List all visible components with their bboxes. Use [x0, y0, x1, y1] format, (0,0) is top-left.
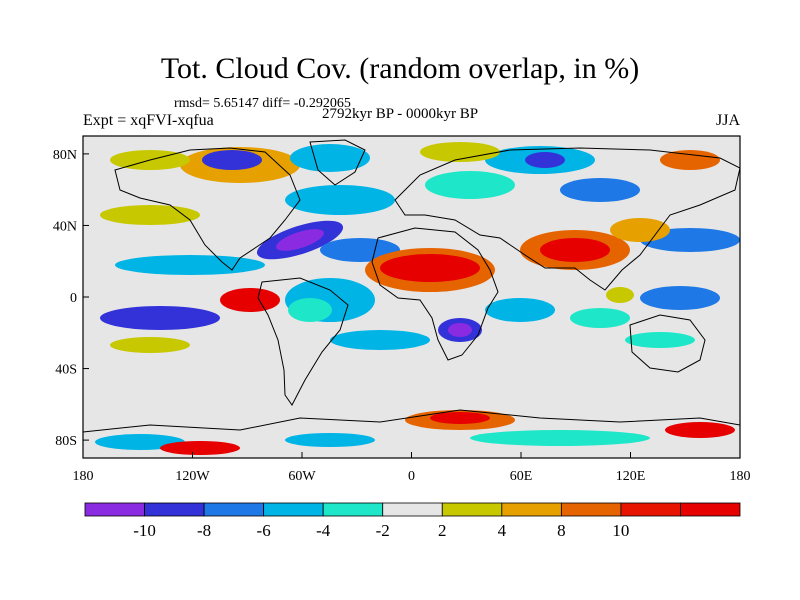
x-axis: 180 120W 60W 0 60E 120E 180: [73, 452, 751, 484]
anomaly-patch: [640, 286, 720, 310]
colorbar-label: -8: [197, 521, 211, 540]
anomaly-patch: [665, 422, 735, 438]
colorbar-label: 4: [498, 521, 507, 540]
colorbar-swatch: [501, 502, 562, 517]
anomaly-patch: [100, 306, 220, 330]
anomaly-patch: [425, 171, 515, 199]
y-axis: 80N 40N 0 40S 80S: [53, 148, 89, 449]
anomaly-patch: [606, 287, 634, 303]
anomaly-patch: [610, 218, 670, 242]
y-tick-label: 80S: [55, 434, 77, 449]
x-tick-label: 180: [730, 469, 751, 484]
map-title: Tot. Cloud Cov. (random overlap, in %): [160, 52, 640, 85]
colorbar-swatch: [84, 502, 145, 517]
coastline-australia: [629, 314, 706, 373]
anomaly-patch: [290, 144, 370, 172]
anomaly-patch: [380, 254, 480, 282]
anomaly-patch: [220, 288, 280, 312]
coastline-africa: [371, 227, 499, 361]
colorbar-swatch: [382, 502, 443, 517]
colorbar-swatch: [680, 502, 741, 517]
colorbar-label: -4: [316, 521, 331, 540]
anomaly-patch: [470, 430, 650, 446]
y-tick-label: 80N: [53, 148, 77, 163]
colorbar-swatch: [263, 502, 324, 517]
colorbar-label: 8: [557, 521, 566, 540]
colorbar-swatch: [322, 502, 384, 517]
coastline-south-america: [257, 277, 349, 406]
anomaly-patch: [420, 142, 500, 162]
stats-label: rmsd= 5.65147 diff= -0.292065: [174, 96, 351, 111]
anomaly-patch: [430, 412, 490, 424]
anomaly-patch: [288, 298, 332, 322]
anomaly-patch: [448, 323, 472, 337]
anomaly-patch: [115, 255, 265, 275]
colorbar-swatch: [203, 502, 265, 517]
anomaly-patch: [660, 150, 720, 170]
season-label: JJA: [716, 112, 741, 129]
coastline-antarctica: [83, 409, 740, 433]
coastline-eurasia: [394, 147, 740, 291]
colorbar-label: 10: [612, 521, 629, 540]
anomaly-patch: [570, 308, 630, 328]
y-tick-label: 40N: [53, 219, 77, 234]
anomaly-patch: [160, 441, 240, 455]
x-tick-label: 60W: [288, 469, 316, 484]
anomaly-patch: [560, 178, 640, 202]
period-label: 2792kyr BP - 0000kyr BP: [322, 106, 479, 122]
y-tick-label: 0: [70, 291, 77, 306]
anomaly-patch: [285, 185, 395, 215]
anomaly-patch: [485, 298, 555, 322]
colorbar-label: -6: [257, 521, 271, 540]
x-tick-label: 60E: [510, 469, 533, 484]
colorbar-label: -10: [133, 521, 156, 540]
x-tick-label: 180: [73, 469, 94, 484]
colorbar-label: -2: [376, 521, 390, 540]
colorbar-swatch: [560, 502, 622, 517]
anomaly-patch: [110, 337, 190, 353]
anomaly-patch: [276, 229, 324, 251]
x-tick-label: 120W: [175, 469, 210, 484]
colorbar-swatch: [144, 502, 205, 517]
anomaly-patch: [202, 150, 262, 170]
anomaly-patch: [285, 433, 375, 447]
experiment-label: Expt = xqFVI-xqfua: [83, 112, 214, 129]
coastline-greenland: [309, 139, 366, 186]
y-tick-label: 40S: [55, 363, 77, 378]
colorbar-swatch: [441, 502, 503, 517]
anomaly-patch: [540, 238, 610, 262]
coastlines: [83, 139, 740, 433]
x-tick-label: 0: [408, 469, 415, 484]
colorbar-swatch: [620, 502, 681, 517]
coastline-north-america: [114, 147, 301, 271]
anomaly-patch: [330, 330, 430, 350]
anomaly-patch: [525, 152, 565, 168]
anomaly-patch: [625, 332, 695, 348]
x-tick-label: 120E: [616, 469, 646, 484]
colorbar: -10 -8 -6 -4 -2 2 4 8 10: [84, 502, 741, 540]
colorbar-label: 2: [438, 521, 447, 540]
anomaly-patch: [100, 205, 200, 225]
